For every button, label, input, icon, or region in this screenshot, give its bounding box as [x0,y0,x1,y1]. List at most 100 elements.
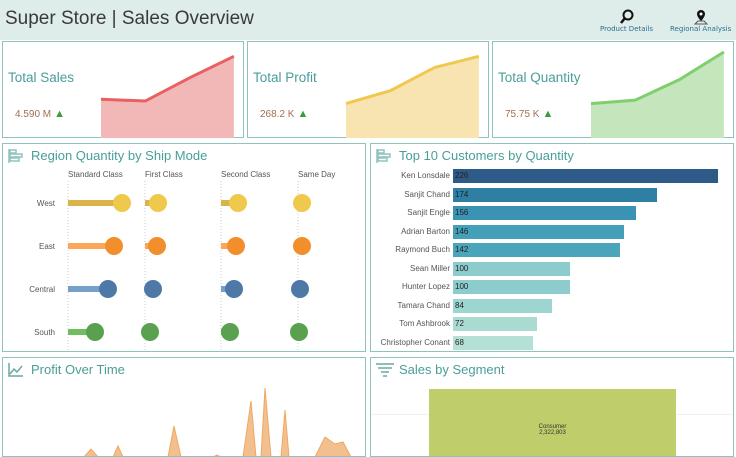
customer-name: Ken Lonsdale [401,171,450,180]
lollipop-dot[interactable] [227,237,245,255]
customer-name: Hunter Lopez [401,282,450,291]
lollipop-dot[interactable] [99,280,117,298]
region-panel: Region Quantity by Ship Mode Standard Cl… [2,143,366,352]
region-chart: Standard Class First Class Second Class Sam… [29,170,335,351]
lollipop-dot[interactable] [291,280,309,298]
customer-value: 226 [455,171,469,180]
line-chart-icon [8,363,23,377]
lollipop-dot[interactable] [86,323,104,341]
customer-name: Christopher Conant [380,337,450,347]
kpi-value-text: 75.75 K [505,109,540,120]
lollipop-dot[interactable] [293,194,311,212]
product-details-button[interactable]: Product Details [600,9,653,33]
lollipop-bar [68,286,108,292]
funnel-icon [376,363,394,377]
page-title: Super Store | Sales Overview [5,8,254,29]
map-pin-icon [693,10,708,25]
spark-line [590,50,725,106]
lollipop-bar [68,243,114,249]
customer-name: Sean Miller [409,263,450,273]
profit-chart [84,387,352,456]
customer-bar: 72 [453,317,538,331]
customer-row[interactable]: Adrian Barton 146 [371,224,733,239]
lollipop-dot[interactable] [229,194,247,212]
kpi-value-text: 268.2 K [260,109,295,120]
customer-value: 142 [455,245,469,254]
customer-name: Tom Ashbrook [399,319,450,328]
regional-analysis-button[interactable]: Regional Analysis [670,9,731,33]
customer-value: 146 [455,226,469,236]
lollipop-bar [68,329,95,335]
spark-line [345,54,480,106]
customer-bar: 226 [453,169,719,183]
customers-panel: Top 10 Customers by Quantity Ken Lonsdal… [370,143,734,352]
lollipop-dot[interactable] [225,280,243,298]
segment-label: Consumer [538,424,567,430]
customer-bar: 100 [453,261,571,276]
customer-name: Adrian Barton [401,226,450,236]
sparkline [100,54,235,138]
column-header: Second Class [221,170,270,179]
customer-bar: 68 [453,335,533,350]
customer-value: 84 [455,300,464,310]
customer-bar: 174 [453,187,658,202]
customer-value: 68 [455,337,464,347]
customer-row[interactable]: Sean Miller 100 [371,261,733,276]
column-header: Same Day [298,170,335,179]
segment-panel: Sales by Segment Consumer 2,322,803 [370,357,734,457]
spark-area [101,56,234,138]
customer-value: 156 [455,208,469,217]
customer-value: 174 [455,189,469,199]
lollipop-dot[interactable] [148,237,166,255]
customer-row[interactable]: Christopher Conant 68 [371,335,733,350]
kpi-value: 75.75 K ▲ [505,108,553,120]
kpi-value: 4.590 M ▲ [15,108,65,120]
customer-name: Raymond Buch [395,245,450,254]
region-title: Region Quantity by Ship Mode [31,148,208,163]
customer-bar: 84 [453,298,552,313]
customer-row[interactable]: Sanjit Chand 174 [371,187,733,202]
lollipop-dot[interactable] [290,323,308,341]
row-label: West [37,199,56,208]
profit-area [84,387,352,456]
customer-bar: 142 [453,243,620,257]
spark-line [100,54,235,103]
kpi-value: 268.2 K ▲ [260,108,308,120]
customer-name: Sanjit Engle [407,208,450,217]
customer-row[interactable]: Tamara Chand 84 [371,298,733,313]
customer-row[interactable]: Sanjit Engle 156 [371,206,733,220]
kpi-label: Total Profit [253,70,317,85]
lollipop-dot[interactable] [144,280,162,298]
lollipop-dot[interactable] [105,237,123,255]
segment-bar-consumer[interactable]: Consumer 2,322,803 [429,389,676,456]
lollipop-dot[interactable] [293,237,311,255]
customer-row[interactable]: Tom Ashbrook 72 [371,317,733,331]
customer-name: Sanjit Chand [404,189,450,199]
customer-value: 100 [455,263,469,273]
segment-title: Sales by Segment [399,362,505,377]
customer-row[interactable]: Raymond Buch 142 [371,243,733,257]
magnifier-icon [619,9,634,24]
segment-value: 2,322,803 [539,430,566,436]
lollipop-bar [68,200,122,206]
lollipop-dot[interactable] [141,323,159,341]
kpi-card: Total Profit 268.2 K ▲ [247,41,489,138]
lollipop-dot[interactable] [113,194,131,212]
lollipop-dot[interactable] [149,194,167,212]
customer-value: 72 [455,319,464,328]
row-label: East [39,242,56,251]
bar-chart-icon [376,149,391,163]
customer-bar: 146 [453,224,625,239]
customer-row[interactable]: Ken Lonsdale 226 [371,169,733,183]
column-header: First Class [145,170,183,179]
lollipop-dot[interactable] [221,323,239,341]
customer-bar: 100 [453,280,571,294]
up-triangle-icon: ▲ [297,108,309,120]
regional-analysis-label: Regional Analysis [670,25,732,33]
kpi-card: Total Sales 4.590 M ▲ [2,41,244,138]
up-triangle-icon: ▲ [54,108,66,120]
customer-row[interactable]: Hunter Lopez 100 [371,280,733,294]
bar-chart-icon [8,149,23,163]
spark-area [346,56,479,138]
kpi-label: Total Sales [8,70,75,85]
